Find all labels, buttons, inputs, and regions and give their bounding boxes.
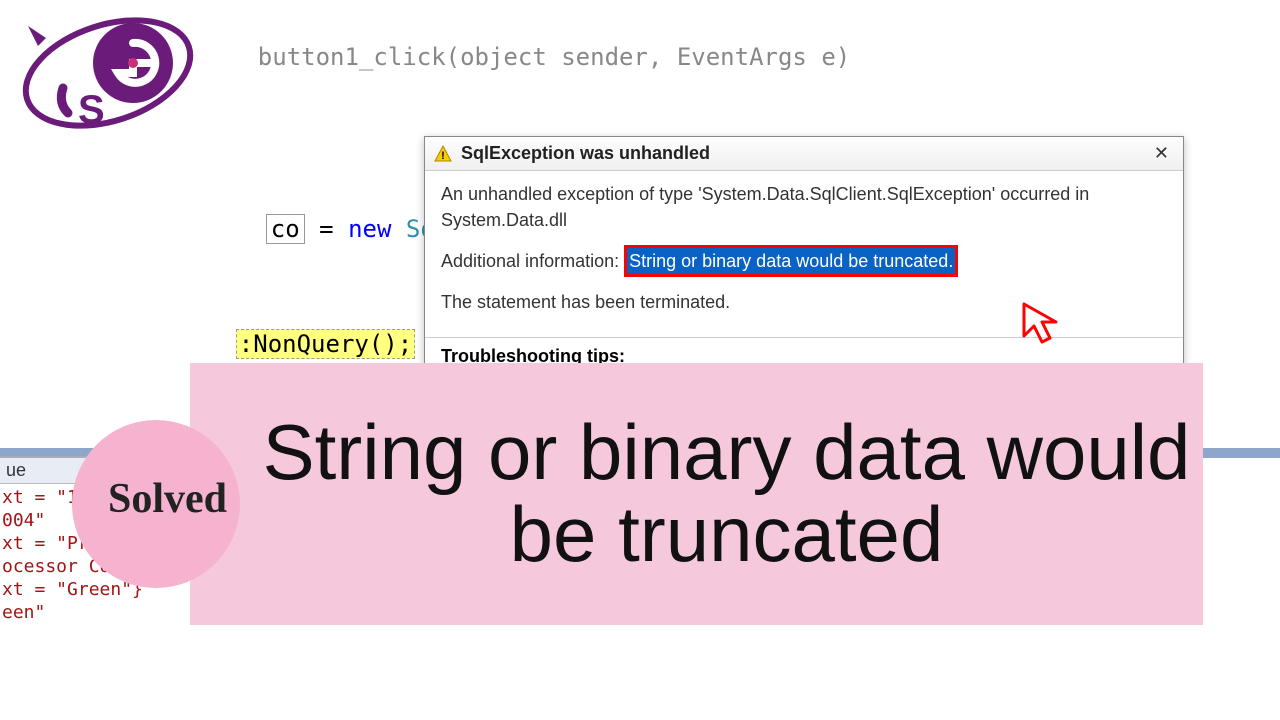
logo: S	[8, 8, 208, 138]
svg-text:S: S	[78, 88, 105, 132]
keyword-new: new	[348, 215, 391, 243]
popup-titlebar: ! SqlException was unhandled ✕	[425, 137, 1183, 171]
exception-message: An unhandled exception of type 'System.D…	[441, 181, 1167, 233]
svg-text:!: !	[441, 150, 445, 162]
highlighted-error: String or binary data would be truncated…	[624, 245, 958, 277]
overlay-main-title: String or binary data would be truncated	[190, 412, 1203, 576]
additional-info-label: Additional information:	[441, 251, 619, 271]
variable-co: co	[266, 214, 305, 244]
title-overlay: String or binary data would be truncated	[190, 363, 1203, 625]
code-text: button1_click(object sender, EventArgs e…	[258, 43, 850, 71]
solved-label: Solved	[108, 475, 227, 523]
warning-icon: !	[433, 144, 453, 164]
cursor-annotation-icon	[1016, 296, 1072, 356]
close-button[interactable]: ✕	[1148, 143, 1175, 164]
code-text: =	[305, 215, 348, 243]
popup-title: SqlException was unhandled	[461, 143, 1148, 164]
highlighted-method: :NonQuery();	[236, 329, 415, 359]
